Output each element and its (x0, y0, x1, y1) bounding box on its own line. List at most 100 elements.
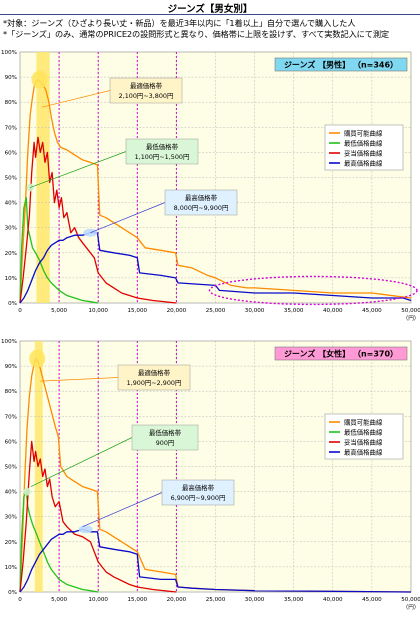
x-tick-label: 20,000 (167, 597, 187, 603)
y-tick-label: 20% (5, 251, 17, 257)
chart-header-text: ジーンズ 【男性】 （n=346） (284, 60, 398, 70)
optimal-point-marker (31, 70, 48, 89)
chart-header-box (274, 57, 408, 72)
legend-label-purchase: 購買可能曲線 (344, 417, 383, 426)
x-tick-label: 30,000 (245, 308, 265, 314)
legend-label-lowest: 最低価格曲線 (344, 138, 383, 147)
x-tick-label: 25,000 (206, 308, 226, 314)
y-tick-label: 50% (5, 465, 17, 471)
plot-area (19, 340, 412, 593)
callout-title: 最低価格帯 (146, 142, 179, 151)
series-line-highest (19, 232, 412, 304)
series-line-purchase (19, 357, 412, 593)
series-line-lowest (19, 196, 99, 304)
x-tick-label: 45,000 (362, 597, 382, 603)
x-tick-label: 45,000 (362, 308, 382, 314)
callout-leader (40, 377, 119, 382)
highest-point-marker (78, 525, 93, 534)
legend-label-appropriate: 妥当価格曲線 (344, 148, 383, 157)
chart-male: 0% 10% 20% 30% 40% 50% 60% 70% 80% 90% 100% 0 5,000 1… (1, 50, 420, 322)
x-tick-label: 0 (18, 308, 22, 314)
callout-title: 最高価格帯 (182, 483, 215, 492)
legend-label-purchase: 購買可能曲線 (344, 128, 383, 137)
measurement-note: *「ジーンズ」のみ、通常のPRICE2の設問形式と異なり、価格帯に上限を設けず、… (3, 29, 390, 39)
callout-range: 6,900円~9,900円 (171, 494, 226, 502)
x-tick-label: 50,000 (401, 308, 420, 314)
callout-box (161, 479, 235, 506)
chart-female: 0% 10% 20% 30% 40% 50% 60% 70% 80% 90% 100% 0 5,000 1… (1, 339, 420, 611)
y-tick-label: 40% (5, 490, 17, 496)
x-tick-label: 30,000 (245, 597, 265, 603)
legend-label-highest: 最高価格曲線 (344, 158, 383, 167)
y-tick-label: 90% (5, 75, 17, 81)
x-tick-label: 35,000 (284, 597, 304, 603)
y-tick-label: 100% (1, 339, 17, 345)
chart-header: ジーンズ 【女性】 （n=370） (274, 346, 408, 361)
x-tick-label: 25,000 (206, 597, 226, 603)
x-tick-label: 20,000 (167, 308, 187, 314)
y-tick-label: 0% (8, 301, 17, 307)
x-tick-label: 15,000 (128, 308, 148, 314)
legend-label-appropriate: 妥当価格曲線 (344, 437, 383, 446)
callout-box (125, 138, 199, 165)
callout-optimal: 最適価格帯 1,900円~2,900円 (40, 364, 191, 391)
chart-header: ジーンズ 【男性】 （n=346） (274, 57, 408, 72)
optimal-point-marker (29, 349, 46, 368)
callout-range: 900円 (156, 439, 175, 447)
x-tick-label: 40,000 (323, 597, 343, 603)
callout-leader (90, 202, 166, 234)
y-tick-label: 20% (5, 540, 17, 546)
y-tick-label: 10% (5, 276, 17, 282)
callout-box (164, 189, 238, 216)
callout-title: 最適価格帯 (130, 81, 163, 90)
y-tick-label: 30% (5, 226, 17, 232)
y-tick-label: 10% (5, 565, 17, 571)
callout-optimal: 最適価格帯 2,100円~3,800円 (41, 77, 183, 108)
x-tick-label: 15,000 (128, 597, 148, 603)
callout-box (109, 77, 183, 104)
x-tick-label: 40,000 (323, 308, 343, 314)
legend-label-highest: 最高価格曲線 (344, 447, 383, 456)
chart-header-text: ジーンズ 【女性】 （n=370） (284, 349, 398, 359)
callout-highest: 最高価格帯 8,000円~9,900円 (90, 189, 238, 234)
x-tick-label: 0 (18, 597, 22, 603)
callout-title: 最低価格帯 (149, 428, 182, 437)
x-tick-label: 35,000 (284, 308, 304, 314)
lowest-point-marker (23, 487, 31, 496)
y-tick-label: 40% (5, 201, 17, 207)
x-tick-label: 5,000 (51, 597, 67, 603)
series-line-appropriate (19, 136, 177, 304)
callout-highest: 最高価格帯 6,900円~9,900円 (82, 479, 235, 528)
y-tick-label: 50% (5, 176, 17, 182)
y-tick-label: 80% (5, 389, 17, 395)
x-axis-unit: （円） (403, 315, 420, 322)
callout-range: 1,900円~2,900円 (127, 379, 182, 387)
y-tick-label: 0% (8, 590, 17, 596)
callout-box (117, 364, 191, 391)
title-divider (0, 14, 420, 15)
callout-leader (41, 90, 111, 108)
y-tick-label: 30% (5, 515, 17, 521)
x-axis-unit: （円） (403, 604, 420, 611)
series-line-appropriate (19, 440, 177, 593)
callout-lowest: 最低価格帯 900円 (30, 424, 199, 487)
callout-box (131, 424, 199, 451)
callout-range: 8,000円~9,900円 (174, 204, 229, 212)
x-tick-label: 5,000 (51, 308, 67, 314)
y-tick-label: 100% (1, 50, 17, 56)
callout-leader (30, 437, 133, 487)
callout-range: 2,100円~3,800円 (119, 92, 174, 100)
target-note: *対象：ジーンズ（ひざより長い丈・新品）を最近3年以内に「1着以上」自分で選んで… (3, 18, 356, 28)
y-tick-label: 80% (5, 100, 17, 106)
callout-lowest: 最低価格帯 1,100円~1,500円 (30, 138, 199, 188)
callout-leader (82, 492, 163, 528)
callout-title: 最適価格帯 (138, 368, 171, 377)
plot-area (19, 51, 412, 304)
long-tail-highlight (208, 275, 418, 306)
y-tick-label: 90% (5, 364, 17, 370)
chart-header-box (274, 346, 408, 361)
y-tick-label: 70% (5, 125, 17, 131)
legend-label-lowest: 最低価格曲線 (344, 427, 383, 436)
